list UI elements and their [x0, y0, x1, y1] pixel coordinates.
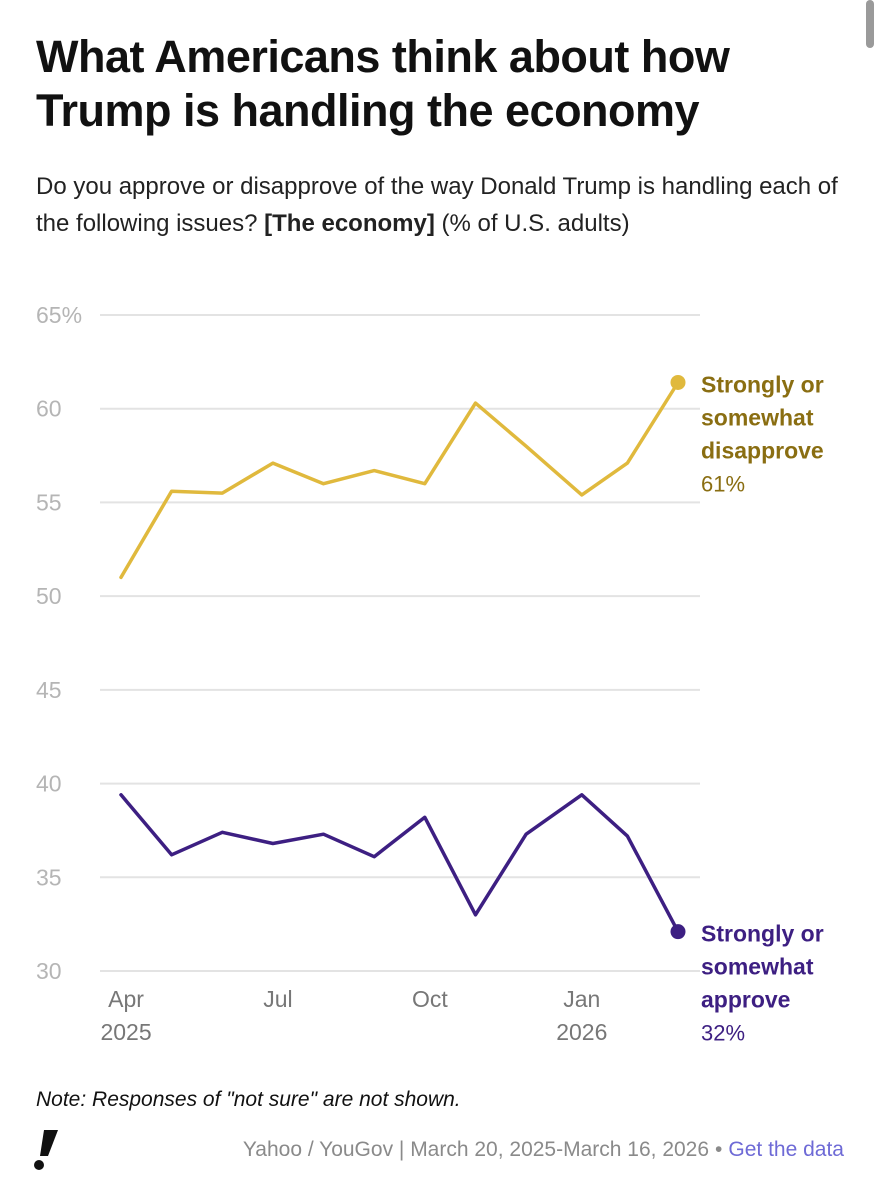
- y-tick-label: 35: [36, 864, 62, 890]
- y-tick-label: 30: [36, 958, 62, 984]
- chart-note: Note: Responses of "not sure" are not sh…: [36, 1088, 461, 1111]
- page-title: What Americans think about how Trump is …: [36, 31, 730, 136]
- series-label-line: somewhat: [701, 954, 814, 980]
- series-label-line: Strongly or: [701, 921, 824, 947]
- x-tick-label: Apr: [108, 986, 144, 1012]
- subtitle-topic: [The economy]: [264, 210, 435, 237]
- subtitle-units: (% of U.S. adults): [441, 210, 630, 237]
- y-tick-label: 65%: [36, 302, 82, 328]
- source-line: Yahoo / YouGov | March 20, 2025-March 16…: [243, 1138, 844, 1162]
- source-text: Yahoo / YouGov | March 20, 2025-March 16…: [242, 1138, 710, 1161]
- x-axis-ticks: Apr 2025 Jul Oct Jan 2026: [100, 986, 607, 1045]
- series-end-point: [670, 374, 686, 390]
- subtitle-question: Do you approve or disapprove of the way …: [36, 173, 838, 237]
- y-axis-ticks: 65% 60 55 50 45 40 35 30: [36, 302, 82, 984]
- scrollbar[interactable]: [866, 0, 874, 48]
- chart-subtitle: Do you approve or disapprove of the way …: [36, 168, 846, 242]
- series-end-value: 32%: [701, 1021, 745, 1046]
- y-tick-label: 60: [36, 396, 62, 422]
- series-label-line: approve: [701, 987, 790, 1013]
- series-layer: [119, 374, 686, 940]
- x-tick-label: Jul: [263, 986, 292, 1012]
- series-label-line: somewhat: [701, 404, 814, 430]
- series-end-value: 61%: [701, 471, 745, 496]
- x-tick-label: Oct: [412, 986, 448, 1012]
- grid-layer: [100, 314, 700, 972]
- series-line-approve: [119, 793, 680, 934]
- series-label-line: disapprove: [701, 437, 824, 463]
- series-label-line: Strongly or: [701, 371, 824, 397]
- y-tick-label: 55: [36, 489, 62, 515]
- exclamation-logo-icon: [34, 1130, 58, 1170]
- x-tick-year-label: 2025: [100, 1019, 151, 1045]
- series-labels: Strongly or somewhat disapprove 61% Strongly…: [701, 371, 824, 1045]
- line-chart: 65% 60 55 50 45 40 35 30 Apr 2025 Jul Oct Jan 2026 S…: [36, 302, 824, 1046]
- series-line-disapprove: [119, 380, 680, 580]
- get-the-data-link[interactable]: Get the data: [728, 1138, 844, 1161]
- x-tick-year-label: 2026: [556, 1019, 607, 1045]
- x-tick-label: Jan: [563, 986, 600, 1012]
- source-separator: •: [715, 1138, 723, 1161]
- y-tick-label: 50: [36, 583, 62, 609]
- y-tick-label: 45: [36, 677, 62, 703]
- series-end-point: [670, 924, 686, 940]
- y-tick-label: 40: [36, 771, 62, 797]
